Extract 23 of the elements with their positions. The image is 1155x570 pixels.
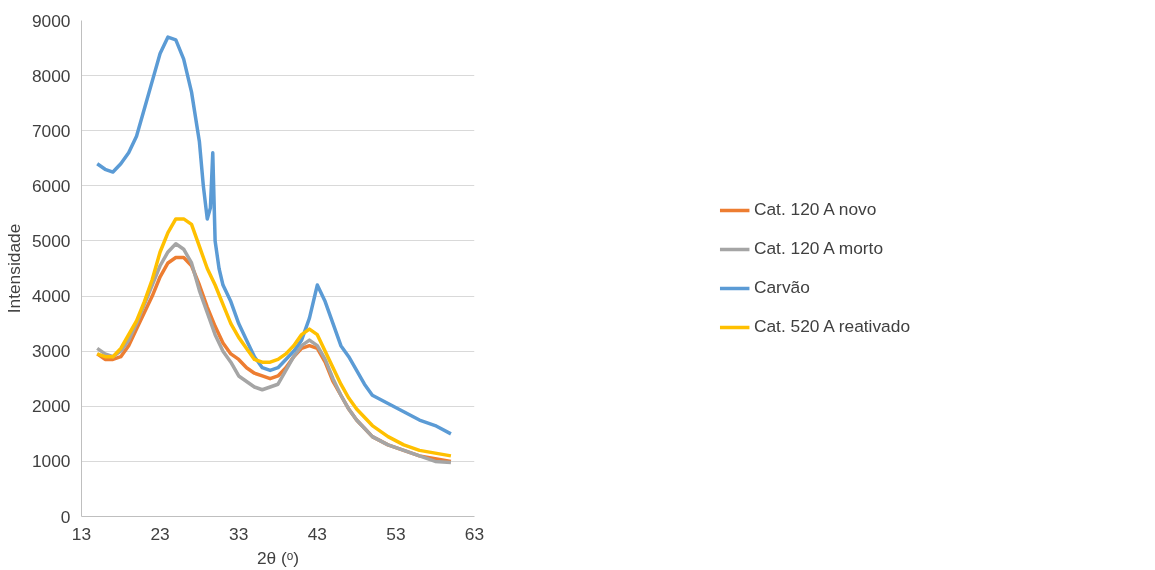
y-tick-label: 1000	[31, 451, 71, 472]
legend-label: Carvão	[753, 277, 810, 298]
y-axis-title: Intensidade	[3, 223, 24, 314]
x-tick-label: 33	[229, 523, 249, 544]
x-tick-label: 53	[386, 523, 406, 544]
y-tick-label: 2000	[31, 396, 71, 417]
y-tick-label: 4000	[31, 286, 71, 307]
y-tick-label: 7000	[31, 120, 71, 141]
legend-label: Cat. 120 A morto	[753, 238, 884, 259]
y-tick-label: 5000	[31, 230, 71, 251]
legend-label: Cat. 520 A reativado	[753, 316, 911, 337]
x-tick-label: 63	[464, 523, 485, 544]
x-axis-title: 2θ (ᵒ)	[256, 547, 300, 568]
x-tick-label: 23	[150, 523, 170, 544]
y-tick-label: 0	[60, 506, 71, 527]
y-tick-label: 8000	[31, 65, 71, 86]
line-series	[95, 35, 453, 436]
y-tick-label: 9000	[31, 10, 71, 31]
x-tick-label: 13	[71, 523, 92, 544]
y-tick-label: 6000	[31, 175, 71, 196]
x-tick-label: 43	[307, 523, 327, 544]
y-tick-label: 3000	[31, 341, 71, 362]
legend-label: Cat. 120 A novo	[753, 199, 877, 220]
